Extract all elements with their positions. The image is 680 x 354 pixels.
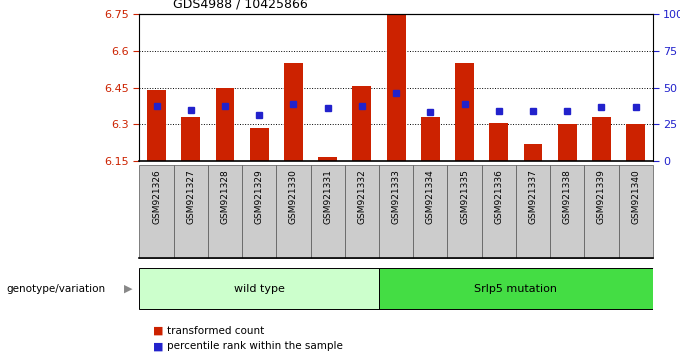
Bar xyxy=(345,165,379,258)
Bar xyxy=(379,165,413,258)
Bar xyxy=(421,117,440,161)
Text: ■: ■ xyxy=(153,341,163,351)
Text: GSM921333: GSM921333 xyxy=(392,169,401,224)
Text: GSM921334: GSM921334 xyxy=(426,169,435,224)
Text: GSM921330: GSM921330 xyxy=(289,169,298,224)
Bar xyxy=(516,165,550,258)
Bar xyxy=(379,268,653,309)
Text: GSM921328: GSM921328 xyxy=(220,169,229,224)
Bar xyxy=(242,165,276,258)
Bar xyxy=(352,86,371,161)
Bar xyxy=(216,88,235,161)
Text: GSM921337: GSM921337 xyxy=(528,169,537,224)
Text: genotype/variation: genotype/variation xyxy=(7,284,106,293)
Text: GDS4988 / 10425866: GDS4988 / 10425866 xyxy=(173,0,308,11)
Text: ■: ■ xyxy=(153,326,163,336)
Bar xyxy=(619,165,653,258)
Bar xyxy=(139,165,173,258)
Bar xyxy=(455,63,474,161)
Bar xyxy=(481,165,516,258)
Bar xyxy=(147,90,166,161)
Bar xyxy=(592,117,611,161)
Text: GSM921327: GSM921327 xyxy=(186,169,195,224)
Text: GSM921336: GSM921336 xyxy=(494,169,503,224)
Bar xyxy=(173,165,208,258)
Text: ▶: ▶ xyxy=(124,284,133,293)
Text: GSM921338: GSM921338 xyxy=(563,169,572,224)
Bar xyxy=(139,268,379,309)
Bar xyxy=(558,124,577,161)
Text: GSM921339: GSM921339 xyxy=(597,169,606,224)
Bar xyxy=(447,165,481,258)
Bar xyxy=(318,158,337,161)
Text: GSM921331: GSM921331 xyxy=(323,169,332,224)
Bar xyxy=(524,144,543,161)
Bar xyxy=(626,124,645,161)
Text: GSM921340: GSM921340 xyxy=(631,169,640,224)
Bar xyxy=(311,165,345,258)
Bar xyxy=(584,165,619,258)
Text: GSM921335: GSM921335 xyxy=(460,169,469,224)
Bar xyxy=(250,128,269,161)
Text: percentile rank within the sample: percentile rank within the sample xyxy=(167,341,343,351)
Text: GSM921326: GSM921326 xyxy=(152,169,161,224)
Bar xyxy=(387,14,405,161)
Text: GSM921329: GSM921329 xyxy=(255,169,264,224)
Bar xyxy=(490,123,508,161)
Bar xyxy=(284,63,303,161)
Bar xyxy=(550,165,584,258)
Bar xyxy=(208,165,242,258)
Text: Srlp5 mutation: Srlp5 mutation xyxy=(475,284,558,293)
Bar xyxy=(276,165,311,258)
Text: wild type: wild type xyxy=(234,284,285,293)
Bar xyxy=(182,117,200,161)
Text: GSM921332: GSM921332 xyxy=(358,169,367,224)
Text: transformed count: transformed count xyxy=(167,326,264,336)
Bar xyxy=(413,165,447,258)
